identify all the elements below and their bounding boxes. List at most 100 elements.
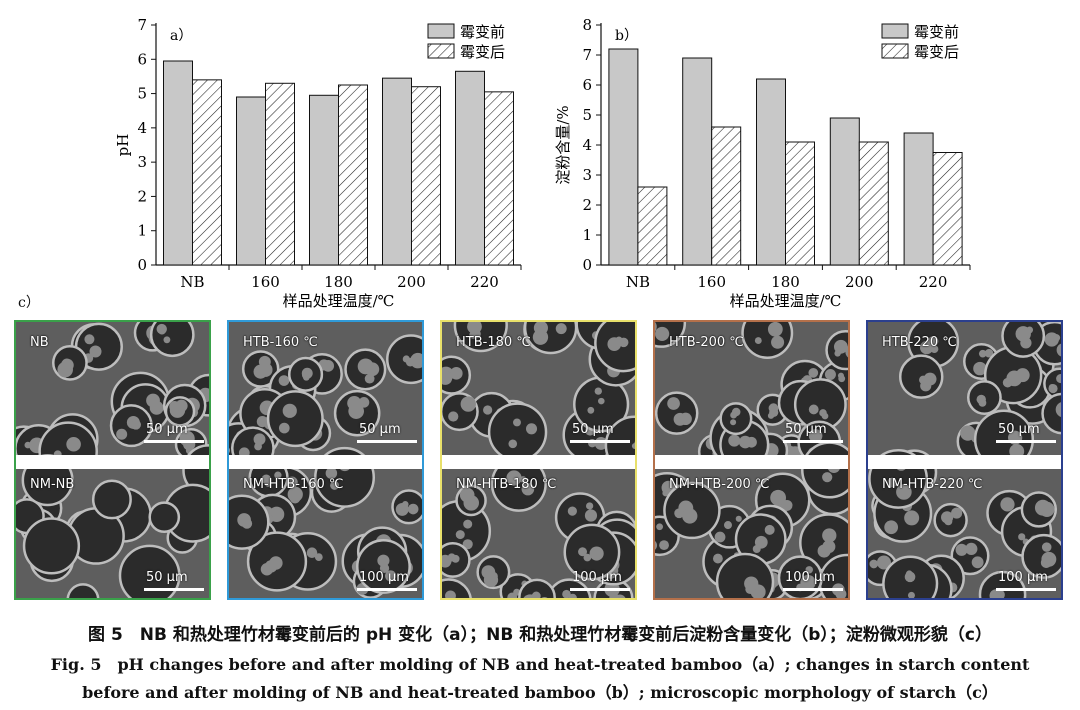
legend-swatch-before <box>881 23 909 39</box>
bar-before-molding <box>382 77 412 266</box>
y-tick-label: 6 <box>582 76 592 94</box>
y-tick-label: 3 <box>137 153 147 171</box>
panel-label: a） <box>170 28 192 44</box>
bar-before-molding <box>309 94 339 266</box>
sem-micrograph-image <box>442 322 635 598</box>
x-tick-label: NB <box>626 273 650 291</box>
sem-tile: HTB-200 ℃ NM-HTB-200 ℃ 50 μm 100 μm <box>653 320 850 600</box>
bar-before-molding <box>236 96 266 266</box>
y-tick-label: 2 <box>582 196 592 214</box>
figure-caption-english-line2: before and after molding of NB and heat-… <box>82 683 998 702</box>
scale-bar-bottom <box>357 588 417 591</box>
bar-after-molding <box>858 141 889 266</box>
tile-separator <box>655 455 848 469</box>
scale-bar-top <box>144 440 204 443</box>
scale-bar-label-top: 50 μm <box>146 422 188 437</box>
y-tick-label: 5 <box>137 85 147 103</box>
x-tick-label: 200 <box>397 273 426 291</box>
sample-label-before: HTB-200 ℃ <box>669 335 744 350</box>
y-tick-label: 0 <box>137 256 147 274</box>
scale-bar-top <box>783 440 843 443</box>
x-tick-label: 180 <box>771 273 800 291</box>
scale-bar-top <box>357 440 417 443</box>
bar-after-molding <box>932 152 963 266</box>
scale-bar-label-top: 50 μm <box>785 422 827 437</box>
scale-bar-bottom <box>996 588 1056 591</box>
bar-before-molding <box>608 48 639 266</box>
sample-label-before: HTB-160 ℃ <box>243 335 318 350</box>
bar-after-molding <box>265 82 295 266</box>
figure-caption-chinese: 图 5 NB 和热处理竹材霉变前后的 pH 变化（a）；NB 和热处理竹材霉变前… <box>88 625 992 645</box>
scale-bar-bottom <box>570 588 630 591</box>
bar-after-molding <box>411 86 441 266</box>
y-tick-label: 0 <box>582 256 592 274</box>
x-axis-label: 样品处理温度/℃ <box>730 292 842 310</box>
x-tick-label: NB <box>180 273 204 291</box>
sem-micrograph-image <box>16 322 209 598</box>
y-tick-label: 2 <box>137 187 147 205</box>
sample-label-after: NM-NB <box>30 477 75 492</box>
y-tick-label: 3 <box>582 166 592 184</box>
starch-bar-chart: 0 1 2 3 4 5 6 7 8 NB 160 180 200 220 样品处理温度/℃ 淀粉含量/% b） 霉… <box>554 16 971 310</box>
bar-after-molding <box>192 79 222 266</box>
scale-bar-label-bottom: 100 μm <box>998 570 1048 585</box>
legend-swatch-before <box>427 23 455 39</box>
x-tick-label: 160 <box>697 273 726 291</box>
bar-before-molding <box>829 117 860 266</box>
y-tick-label: 1 <box>582 226 592 244</box>
x-tick-label: 220 <box>919 273 948 291</box>
bar-after-molding <box>711 126 742 266</box>
y-tick-label: 6 <box>137 50 147 68</box>
scale-bar-label-bottom: 100 μm <box>359 570 409 585</box>
scale-bar-label-top: 50 μm <box>572 422 614 437</box>
y-axis-label: pH <box>114 134 132 157</box>
y-tick-label: 8 <box>582 16 592 34</box>
y-tick-label: 1 <box>137 222 147 240</box>
sample-label-before: NB <box>30 335 49 350</box>
sem-tile: HTB-180 ℃ NM-HTB-180 ℃ 50 μm 100 μm <box>440 320 637 600</box>
legend-swatch-after <box>427 43 455 59</box>
y-tick-label: 5 <box>582 106 592 124</box>
sem-tile: HTB-160 ℃ NM-HTB-160 ℃ 50 μm 100 μm <box>227 320 424 600</box>
sample-label-before: HTB-220 ℃ <box>882 335 957 350</box>
x-tick-label: 200 <box>845 273 874 291</box>
y-tick-label: 7 <box>137 16 147 34</box>
bar-before-molding <box>682 57 713 266</box>
panel-label: b） <box>615 28 638 44</box>
tile-separator <box>229 455 422 469</box>
legend-swatch-after <box>881 43 909 59</box>
scale-bar-label-top: 50 μm <box>998 422 1040 437</box>
scale-bar-top <box>570 440 630 443</box>
bar-before-molding <box>163 60 193 266</box>
legend-label-before: 霉变前 <box>914 23 959 41</box>
tile-separator <box>16 455 209 469</box>
bar-before-molding <box>756 78 786 266</box>
y-tick-label: 7 <box>582 46 592 64</box>
bar-before-molding <box>455 70 485 266</box>
legend-label-before: 霉变前 <box>460 23 505 41</box>
x-tick-label: 160 <box>251 273 280 291</box>
legend-label-after: 霉变后 <box>460 43 505 61</box>
sem-micrograph-image <box>229 322 422 598</box>
sample-label-after: NM-HTB-160 ℃ <box>243 477 344 492</box>
micrograph-panel-label: c） <box>18 295 40 311</box>
scale-bar-top <box>996 440 1056 443</box>
scale-bar-bottom <box>144 588 204 591</box>
bar-before-molding <box>903 132 934 266</box>
bar-after-molding <box>484 91 514 266</box>
y-tick-label: 4 <box>137 119 147 137</box>
tile-separator <box>868 455 1061 469</box>
y-tick-label: 4 <box>582 136 592 154</box>
sample-label-before: HTB-180 ℃ <box>456 335 531 350</box>
scale-bar-label-bottom: 100 μm <box>785 570 835 585</box>
bar-after-molding <box>637 186 668 266</box>
scale-bar-label-bottom: 50 μm <box>146 570 188 585</box>
scale-bar-bottom <box>783 588 843 591</box>
figure-caption-english-line1: Fig. 5 pH changes before and after moldi… <box>50 655 1030 674</box>
scale-bar-label-bottom: 100 μm <box>572 570 622 585</box>
sample-label-after: NM-HTB-200 ℃ <box>669 477 770 492</box>
bar-after-molding <box>338 84 368 266</box>
